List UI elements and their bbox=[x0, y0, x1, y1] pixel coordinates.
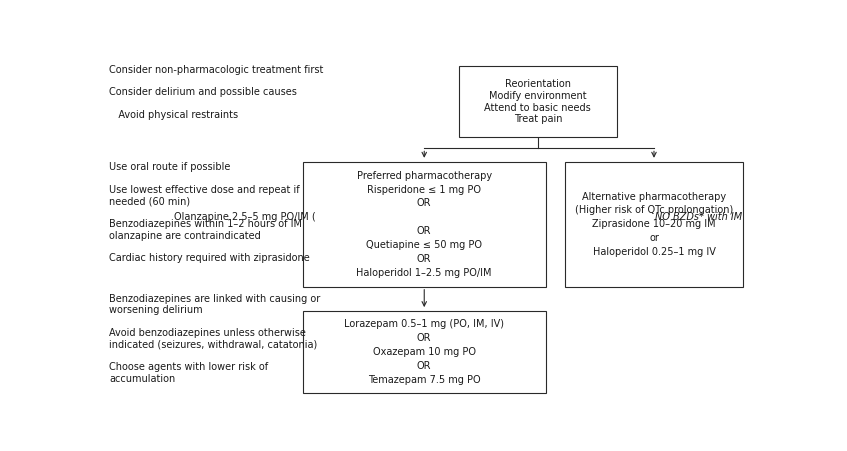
Text: Choose agents with lower risk of: Choose agents with lower risk of bbox=[109, 363, 268, 373]
Text: worsening delirium: worsening delirium bbox=[109, 305, 202, 315]
Text: olanzapine are contraindicated: olanzapine are contraindicated bbox=[109, 230, 261, 240]
Text: OR: OR bbox=[417, 226, 431, 236]
Text: Use oral route if possible: Use oral route if possible bbox=[109, 162, 230, 172]
Text: Alternative pharmacotherapy: Alternative pharmacotherapy bbox=[582, 192, 726, 202]
Text: Benzodiazepines are linked with causing or: Benzodiazepines are linked with causing … bbox=[109, 294, 320, 304]
Text: NO BZDs* with IM: NO BZDs* with IM bbox=[656, 212, 743, 222]
Text: Haloperidol 0.25–1 mg IV: Haloperidol 0.25–1 mg IV bbox=[593, 247, 716, 257]
Text: Avoid physical restraints: Avoid physical restraints bbox=[109, 110, 238, 120]
Text: Quetiapine ≤ 50 mg PO: Quetiapine ≤ 50 mg PO bbox=[366, 240, 482, 250]
Text: Avoid benzodiazepines unless otherwise: Avoid benzodiazepines unless otherwise bbox=[109, 328, 306, 338]
Text: Oxazepam 10 mg PO: Oxazepam 10 mg PO bbox=[373, 347, 476, 357]
Text: OR: OR bbox=[417, 361, 431, 371]
Text: Preferred pharmacotherapy: Preferred pharmacotherapy bbox=[357, 170, 492, 181]
Text: accumulation: accumulation bbox=[109, 374, 175, 384]
Text: Ziprasidone 10–20 mg IM: Ziprasidone 10–20 mg IM bbox=[592, 219, 716, 229]
Text: Olanzapine 2.5–5 mg PO/IM (: Olanzapine 2.5–5 mg PO/IM ( bbox=[174, 212, 315, 222]
Text: Cardiac history required with ziprasidone: Cardiac history required with ziprasidon… bbox=[109, 253, 310, 263]
Text: Temazepam 7.5 mg PO: Temazepam 7.5 mg PO bbox=[368, 375, 480, 385]
Text: Haloperidol 1–2.5 mg PO/IM: Haloperidol 1–2.5 mg PO/IM bbox=[357, 268, 492, 278]
Text: OR: OR bbox=[417, 333, 431, 343]
Text: OR: OR bbox=[417, 254, 431, 264]
Bar bbox=[303, 162, 545, 287]
Text: Use lowest effective dose and repeat if: Use lowest effective dose and repeat if bbox=[109, 185, 300, 195]
Text: Benzodiazepines within 1–2 hours of IM: Benzodiazepines within 1–2 hours of IM bbox=[109, 219, 302, 229]
Bar bbox=[566, 162, 743, 287]
Bar bbox=[459, 66, 617, 138]
Bar bbox=[303, 311, 545, 393]
Text: Consider non-pharmacologic treatment first: Consider non-pharmacologic treatment fir… bbox=[109, 64, 324, 74]
Text: OR: OR bbox=[417, 198, 431, 208]
Text: (Higher risk of QTc prolongation): (Higher risk of QTc prolongation) bbox=[575, 205, 734, 216]
Text: indicated (seizures, withdrawal, catatonia): indicated (seizures, withdrawal, cataton… bbox=[109, 340, 318, 350]
Text: Lorazepam 0.5–1 mg (PO, IM, IV): Lorazepam 0.5–1 mg (PO, IM, IV) bbox=[344, 319, 504, 329]
Text: needed (60 min): needed (60 min) bbox=[109, 196, 191, 206]
Text: or: or bbox=[649, 233, 659, 243]
Text: Risperidone ≤ 1 mg PO: Risperidone ≤ 1 mg PO bbox=[368, 184, 481, 194]
Text: Reorientation
Modify environment
Attend to basic needs
Treat pain: Reorientation Modify environment Attend … bbox=[484, 79, 591, 124]
Text: Consider delirium and possible causes: Consider delirium and possible causes bbox=[109, 87, 297, 97]
